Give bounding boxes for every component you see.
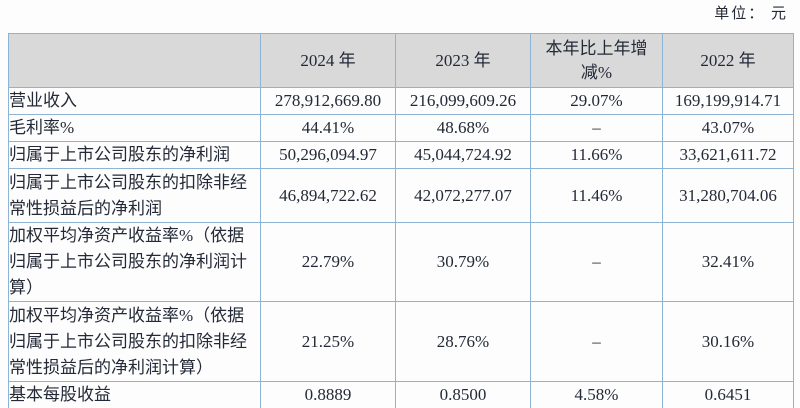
table-row: 加权平均净资产收益率%（依据归属于上市公司股东的扣除非经常性损益后的净利润计算）… (8, 301, 794, 382)
row-label: 归属于上市公司股东的净利润 (8, 141, 261, 169)
column-header-2023: 2023 年 (395, 33, 531, 88)
column-header-blank (8, 33, 261, 88)
value-2023: 48.68% (395, 114, 531, 142)
value-2024: 21.25% (260, 301, 396, 382)
table-row: 基本每股收益 0.8889 0.8500 4.58% 0.6451 (8, 381, 794, 408)
value-yoy: – (530, 301, 663, 382)
yoy-header-text: 本年比上年增减% (545, 38, 648, 82)
value-2024: 22.79% (260, 222, 396, 302)
value-2023: 30.79% (395, 222, 531, 302)
value-2023: 42,072,277.07 (395, 168, 531, 223)
value-2024: 46,894,722.62 (260, 168, 396, 223)
value-2023: 216,099,609.26 (395, 87, 531, 115)
table-row: 营业收入 278,912,669.80 216,099,609.26 29.07… (8, 87, 794, 115)
row-label: 营业收入 (8, 87, 261, 115)
value-yoy: – (530, 222, 663, 302)
value-2024: 50,296,094.97 (260, 141, 396, 169)
unit-label: 单位： 元 (714, 6, 788, 22)
value-2022: 43.07% (662, 114, 794, 142)
value-yoy: 11.66% (530, 141, 663, 169)
row-label: 基本每股收益 (8, 381, 261, 408)
row-label: 归属于上市公司股东的扣除非经常性损益后的净利润 (8, 168, 261, 223)
value-2023: 45,044,724.92 (395, 141, 531, 169)
financial-indicators-table: 2024 年 2023 年 本年比上年增减% 2022 年 营业收入 278,9… (8, 33, 794, 408)
header-row: 2024 年 2023 年 本年比上年增减% 2022 年 (8, 33, 794, 88)
value-2023: 28.76% (395, 301, 531, 382)
value-2022: 30.16% (662, 301, 794, 382)
value-2022: 32.41% (662, 222, 794, 302)
column-header-2024: 2024 年 (260, 33, 396, 88)
value-yoy: – (530, 114, 663, 142)
table-row: 毛利率% 44.41% 48.68% – 43.07% (8, 114, 794, 142)
value-2022: 31,280,704.06 (662, 168, 794, 223)
value-2022: 169,199,914.71 (662, 87, 794, 115)
table-row: 归属于上市公司股东的净利润 50,296,094.97 45,044,724.9… (8, 141, 794, 169)
row-label: 毛利率% (8, 114, 261, 142)
value-yoy: 11.46% (530, 168, 663, 223)
value-2024: 44.41% (260, 114, 396, 142)
value-2022: 33,621,611.72 (662, 141, 794, 169)
value-2022: 0.6451 (662, 381, 794, 408)
value-yoy: 4.58% (530, 381, 663, 408)
column-header-yoy-change: 本年比上年增减% (530, 33, 663, 88)
value-2024: 278,912,669.80 (260, 87, 396, 115)
value-2023: 0.8500 (395, 381, 531, 408)
table-row: 归属于上市公司股东的扣除非经常性损益后的净利润 46,894,722.62 42… (8, 168, 794, 223)
value-2024: 0.8889 (260, 381, 396, 408)
row-label: 加权平均净资产收益率%（依据归属于上市公司股东的净利润计算） (8, 222, 261, 302)
row-label: 加权平均净资产收益率%（依据归属于上市公司股东的扣除非经常性损益后的净利润计算） (8, 301, 261, 382)
table-row: 加权平均净资产收益率%（依据归属于上市公司股东的净利润计算） 22.79% 30… (8, 222, 794, 302)
value-yoy: 29.07% (530, 87, 663, 115)
column-header-2022: 2022 年 (662, 33, 794, 88)
